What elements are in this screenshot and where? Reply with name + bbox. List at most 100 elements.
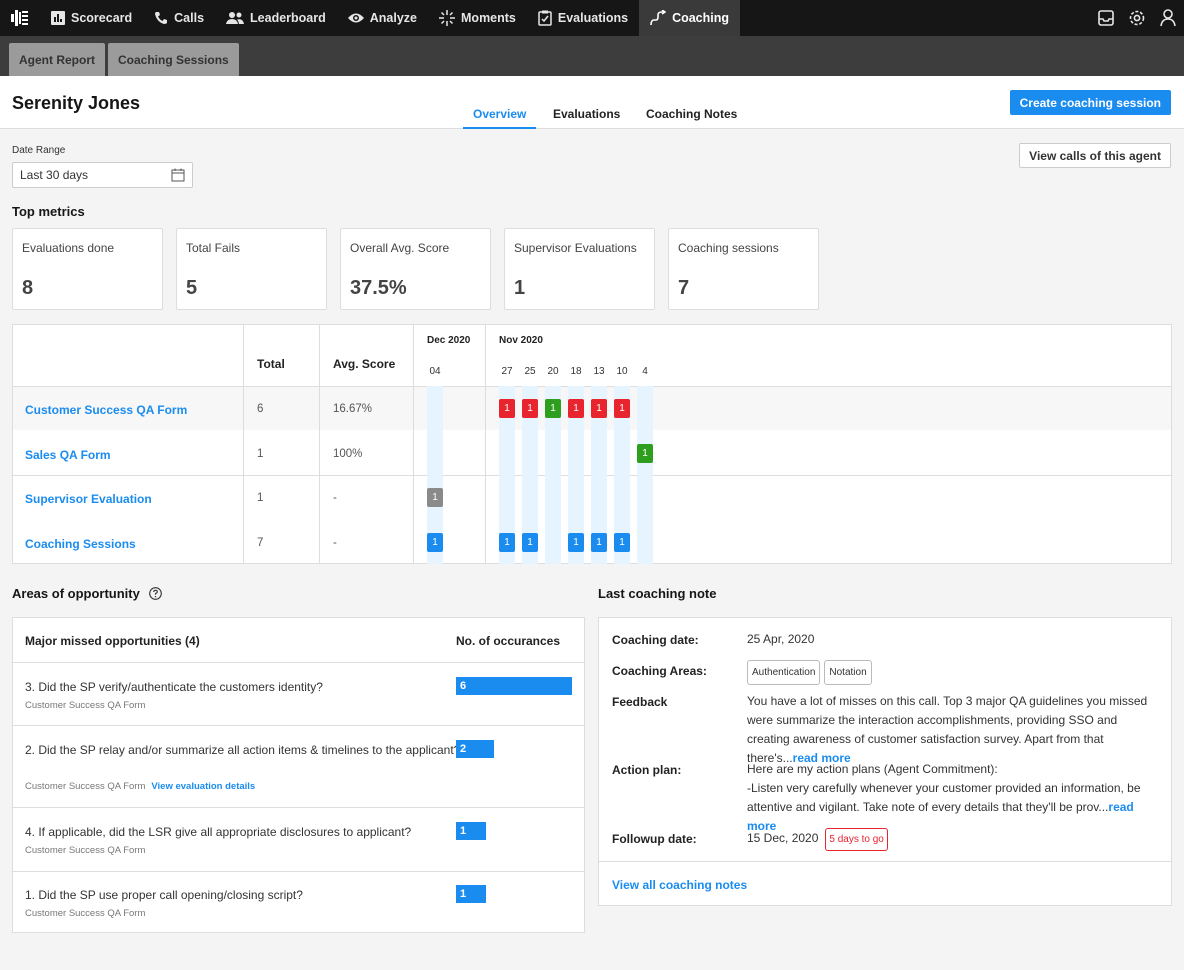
date-range-picker[interactable]: Last 30 days bbox=[12, 162, 193, 188]
people-icon bbox=[226, 12, 245, 24]
form-link[interactable]: Coaching Sessions bbox=[25, 537, 136, 551]
evaluation-pill[interactable]: 1 bbox=[522, 533, 538, 552]
coaching-date-value: 25 Apr, 2020 bbox=[747, 632, 815, 646]
nav-calls[interactable]: Calls bbox=[143, 0, 215, 36]
checklist-icon bbox=[538, 10, 552, 26]
column-header-total: Total bbox=[257, 357, 285, 371]
opportunities-card: Major missed opportunities (4) No. of oc… bbox=[12, 617, 585, 933]
areas-title-text: Areas of opportunity bbox=[12, 586, 140, 601]
evaluation-pill[interactable]: 1 bbox=[499, 399, 515, 418]
evaluation-pill[interactable]: 1 bbox=[568, 533, 584, 552]
occurrence-count: 1 bbox=[460, 888, 467, 900]
nav-coaching[interactable]: Coaching bbox=[639, 0, 741, 36]
day-label: 4 bbox=[642, 366, 648, 377]
total-cell: 6 bbox=[257, 403, 264, 415]
nav-leaderboard[interactable]: Leaderboard bbox=[215, 0, 337, 36]
action-read-more-link[interactable]: read more bbox=[747, 800, 1134, 833]
metric-label: Evaluations done bbox=[22, 241, 115, 255]
coaching-area-tag: Notation bbox=[824, 660, 872, 685]
total-cell: 7 bbox=[257, 537, 264, 549]
day-column-stripe bbox=[591, 386, 607, 564]
evaluation-pill[interactable]: 1 bbox=[522, 399, 538, 418]
view-evaluation-details-link[interactable]: View evaluation details bbox=[151, 781, 256, 792]
coaching-date-label: Coaching date: bbox=[612, 633, 699, 647]
list-item: 3. Did the SP verify/authenticate the cu… bbox=[13, 662, 584, 725]
metric-card: Overall Avg. Score 37.5% bbox=[340, 228, 491, 310]
opportunity-question: 1. Did the SP use proper call opening/cl… bbox=[25, 888, 303, 902]
coaching-icon bbox=[650, 10, 667, 26]
occurrence-count: 1 bbox=[460, 825, 467, 837]
nav-evaluations[interactable]: Evaluations bbox=[527, 0, 639, 36]
evaluation-pill[interactable]: 1 bbox=[427, 488, 443, 507]
nav-scorecard[interactable]: Scorecard bbox=[40, 0, 143, 36]
feedback-read-more-link[interactable]: read more bbox=[792, 751, 851, 765]
evaluation-pill[interactable]: 1 bbox=[499, 533, 515, 552]
occurrence-bar: 1 bbox=[456, 822, 486, 840]
date-range-label: Date Range bbox=[12, 145, 66, 156]
feedback-label: Feedback bbox=[612, 695, 668, 709]
column-divider bbox=[243, 325, 244, 563]
occurrence-count: 2 bbox=[460, 743, 467, 755]
create-coaching-session-button[interactable]: Create coaching session bbox=[1009, 90, 1171, 115]
nav-analyze[interactable]: Analyze bbox=[337, 0, 428, 36]
agent-name: Serenity Jones bbox=[12, 93, 141, 113]
action-plan-text: Here are my action plans (Agent Commitme… bbox=[747, 760, 1157, 836]
tab-evaluations[interactable]: Evaluations bbox=[553, 107, 621, 121]
followup-date-row: 15 Dec, 2020 5 days to go bbox=[747, 828, 1157, 851]
evaluation-pill[interactable]: 1 bbox=[637, 444, 653, 463]
top-nav: Scorecard Calls Leaderboard Analyze Mome… bbox=[0, 0, 1184, 36]
app-logo[interactable] bbox=[0, 0, 40, 36]
gear-icon[interactable] bbox=[1128, 9, 1146, 27]
opportunity-source: Customer Success QA Form bbox=[25, 781, 146, 792]
view-calls-button[interactable]: View calls of this agent bbox=[1019, 143, 1171, 168]
avg-score-cell: - bbox=[333, 492, 337, 504]
evaluation-pill[interactable]: 1 bbox=[568, 399, 584, 418]
day-column-stripe bbox=[427, 386, 443, 564]
top-metrics-title: Top metrics bbox=[12, 204, 85, 219]
subtab-agent-report[interactable]: Agent Report bbox=[9, 43, 105, 76]
view-all-coaching-notes-link[interactable]: View all coaching notes bbox=[612, 878, 748, 892]
list-item: 1. Did the SP use proper call opening/cl… bbox=[13, 871, 584, 933]
column-header-avg-score: Avg. Score bbox=[333, 357, 396, 371]
inbox-icon[interactable] bbox=[1098, 10, 1114, 26]
day-label: 04 bbox=[429, 366, 441, 377]
sparkle-icon bbox=[439, 10, 456, 26]
column-divider bbox=[485, 325, 486, 563]
subtab-coaching-sessions[interactable]: Coaching Sessions bbox=[108, 43, 239, 76]
phone-icon bbox=[155, 12, 168, 24]
occurrence-bar: 1 bbox=[456, 885, 486, 903]
nav-label: Leaderboard bbox=[250, 11, 326, 25]
nav-label: Analyze bbox=[369, 11, 418, 25]
nav-moments[interactable]: Moments bbox=[428, 0, 527, 36]
feedback-text: You have a lot of misses on this call. T… bbox=[747, 692, 1157, 768]
evaluation-pill[interactable]: 1 bbox=[427, 533, 443, 552]
day-column-stripe bbox=[522, 386, 538, 564]
evaluation-pill[interactable]: 1 bbox=[614, 399, 630, 418]
column-divider bbox=[319, 325, 320, 563]
followup-date-value: 15 Dec, 2020 bbox=[747, 831, 819, 845]
evaluation-pill[interactable]: 1 bbox=[591, 533, 607, 552]
nav-label: Moments bbox=[461, 11, 516, 25]
due-badge: 5 days to go bbox=[825, 828, 888, 851]
eye-icon bbox=[347, 13, 364, 23]
form-link[interactable]: Sales QA Form bbox=[25, 448, 111, 462]
user-icon[interactable] bbox=[1160, 9, 1176, 27]
metric-value: 1 bbox=[514, 277, 526, 299]
opportunity-question: 3. Did the SP verify/authenticate the cu… bbox=[25, 680, 323, 694]
calendar-icon bbox=[171, 168, 185, 182]
total-cell: 1 bbox=[257, 492, 264, 504]
form-link[interactable]: Supervisor Evaluation bbox=[25, 492, 152, 506]
metric-value: 8 bbox=[22, 277, 34, 299]
day-label: 13 bbox=[593, 366, 605, 377]
opportunity-source: Customer Success QA Form bbox=[25, 908, 146, 919]
action-plan-body: -Listen very carefully whenever your cus… bbox=[747, 781, 1141, 814]
help-icon[interactable] bbox=[149, 587, 163, 600]
evaluation-pill[interactable]: 1 bbox=[614, 533, 630, 552]
evaluation-pill[interactable]: 1 bbox=[545, 399, 561, 418]
form-link[interactable]: Customer Success QA Form bbox=[25, 403, 188, 417]
nav-label: Evaluations bbox=[557, 11, 629, 25]
tab-coaching-notes[interactable]: Coaching Notes bbox=[646, 107, 738, 121]
tab-overview[interactable]: Overview bbox=[463, 107, 537, 129]
evaluation-pill[interactable]: 1 bbox=[591, 399, 607, 418]
evaluation-summary-table: Total Avg. Score Dec 2020 Nov 2020 04 27 2… bbox=[12, 324, 1172, 564]
